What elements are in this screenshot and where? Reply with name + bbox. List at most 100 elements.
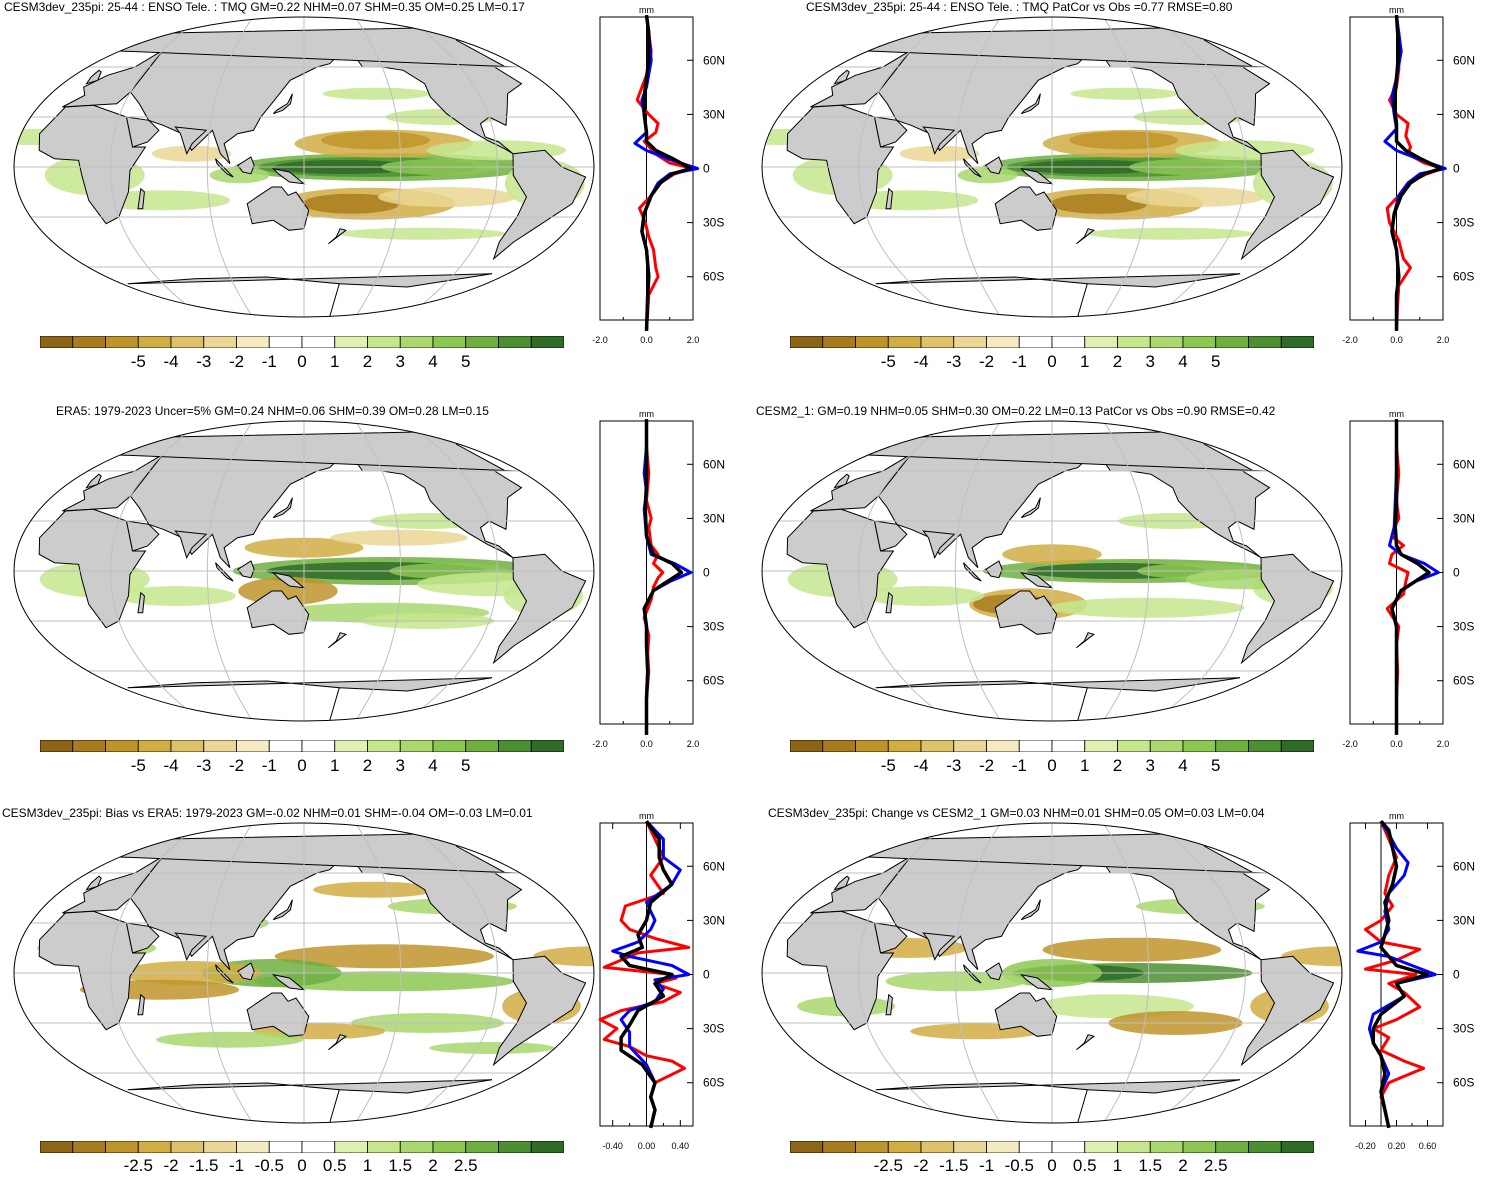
land-india: [174, 530, 208, 559]
lat-tick-label: 30S: [1453, 620, 1474, 634]
land-madagascar: [137, 591, 145, 614]
colorbar: [790, 1141, 1314, 1153]
colorbar-label: -1: [261, 352, 277, 371]
colorbar-label: -4: [163, 352, 179, 371]
colorbar-swatch: [432, 336, 467, 348]
lat-tick-label: 60N: [1453, 457, 1475, 471]
colorbar-swatch: [1280, 740, 1314, 752]
land-sumatra: [215, 964, 234, 984]
colorbar-swatch: [1182, 740, 1217, 752]
field-layer: [14, 823, 594, 1123]
colorbar-swatch: [887, 740, 922, 752]
colorbar-swatch: [1117, 740, 1151, 752]
colorbar-label: 3: [395, 756, 405, 775]
land-africa: [786, 508, 895, 629]
colorbar-label: -2: [228, 756, 245, 775]
colorbar-swatch: [498, 336, 532, 348]
colorbar-label: -5: [130, 352, 146, 371]
colorbar-swatch: [1215, 740, 1249, 752]
colorbar-swatch: [301, 740, 336, 752]
colorbar-swatch: [1215, 1141, 1249, 1153]
colorbar-swatch: [236, 1141, 270, 1153]
lat-tick-label: 0: [1453, 968, 1460, 982]
panel-title: CESM3dev_235pi: Bias vs ERA5: 1979-2023 …: [2, 806, 533, 820]
land-uk: [833, 473, 850, 489]
colorbar-label: 1.5: [1138, 1156, 1163, 1175]
colorbar-swatch: [822, 740, 856, 752]
lat-tick-label: 0: [1453, 566, 1460, 580]
land-uk: [85, 473, 102, 489]
land-nz: [328, 632, 347, 649]
colorbar-swatch: [465, 336, 499, 348]
colorbar-swatch: [530, 336, 564, 348]
x-tick-label: 0.0: [1390, 739, 1403, 749]
zonal-line-blue: [633, 15, 700, 331]
colorbar-swatch: [953, 740, 987, 752]
x-tick-label: 0.60: [1419, 1141, 1437, 1151]
map-border: [13, 16, 595, 318]
colorbar-label: 5: [1211, 352, 1221, 371]
lat-tick-label: 0: [1453, 162, 1460, 176]
land-india: [922, 126, 956, 155]
colorbar-label: 2: [1112, 352, 1123, 371]
lat-tick-label: 30N: [703, 107, 725, 121]
field-layer: [14, 421, 594, 721]
colorbar-label: 5: [461, 756, 471, 775]
land-sumatra: [963, 562, 982, 582]
colorbar-label: 3: [395, 352, 405, 371]
zonal-line-blue: [642, 419, 693, 735]
colorbar-swatch: [822, 336, 856, 348]
x-tick-label: -0.40: [602, 1141, 623, 1151]
lat-tick-label: 30S: [1453, 216, 1474, 230]
panel-title: CESM3dev_235pi: 25-44 : ENSO Tele. : TMQ…: [4, 0, 525, 14]
colorbar-label: 0: [1047, 756, 1057, 775]
units-label: mm: [1389, 811, 1404, 821]
land-newguinea: [271, 167, 306, 185]
colorbar-swatch: [1182, 336, 1217, 348]
robinson-map: [13, 16, 595, 318]
colorbar-swatch: [137, 1141, 172, 1153]
colorbar-swatch: [301, 1141, 336, 1153]
lat-tick-label: 60S: [703, 1076, 724, 1090]
colorbar-swatch: [367, 740, 401, 752]
colorbar-label: 2: [428, 1156, 438, 1175]
land-newguinea: [1019, 167, 1054, 185]
land-borneo: [237, 156, 255, 175]
x-tick-label: 2.0: [687, 335, 700, 345]
colorbar-label: -1: [228, 1156, 245, 1175]
colorbar-swatch: [855, 1141, 889, 1153]
colorbar-swatch: [953, 336, 987, 348]
robinson-map: [13, 822, 595, 1124]
colorbar-swatch: [986, 1141, 1020, 1153]
map-border: [761, 822, 1343, 1124]
land-nz: [328, 228, 347, 245]
land-africa: [38, 910, 147, 1031]
land-layer: [38, 832, 587, 1123]
colorbar-swatch: [1084, 740, 1118, 752]
colorbar-swatch: [1280, 1141, 1314, 1153]
colorbar-label: 4: [1178, 352, 1188, 371]
colorbar-swatch: [855, 740, 889, 752]
x-tick-label: -2.0: [592, 739, 608, 749]
zonal-line-black: [1390, 15, 1443, 331]
colorbar-label: 1: [362, 1156, 373, 1175]
colorbar-swatch: [953, 1141, 987, 1153]
land-africa: [786, 910, 895, 1031]
colorbar-label: -2.5: [123, 1156, 153, 1175]
colorbar-label: 1: [330, 756, 340, 775]
colorbar-label: -2: [913, 1156, 929, 1175]
land-antarctica: [127, 677, 493, 721]
colorbar-swatch: [887, 336, 922, 348]
land-india: [922, 530, 956, 559]
colorbar-swatch: [105, 336, 139, 348]
land-arabia: [873, 116, 908, 148]
colorbar-label: 0: [297, 352, 307, 371]
colorbar-swatch: [530, 1141, 564, 1153]
land-sumatra: [963, 158, 982, 178]
land-arabia: [125, 922, 160, 954]
colorbar-swatch: [236, 336, 270, 348]
colorbar-label: -3: [196, 756, 212, 775]
land-antarctica: [875, 677, 1241, 721]
land-madagascar: [137, 993, 145, 1016]
land-japan: [1020, 93, 1041, 115]
